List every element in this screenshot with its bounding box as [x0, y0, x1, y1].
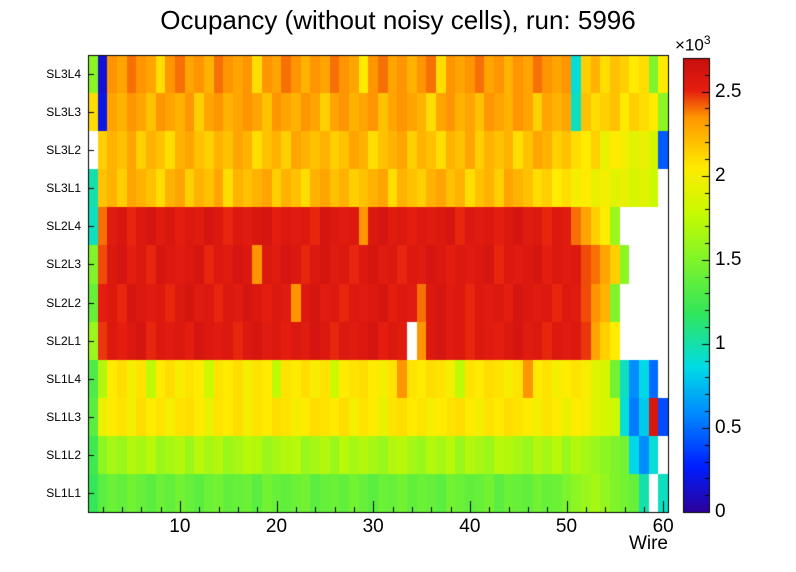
colorbar-exponent-label: ×103 [675, 33, 711, 55]
x-axis-tick-label: 30 [362, 516, 384, 537]
colorbar-tick-label: 2.5 [715, 80, 742, 102]
colorbar-tick-label: 1.5 [715, 248, 742, 270]
y-axis-row-label: SL2L4 [46, 219, 81, 234]
x-axis-tick-label: 40 [459, 516, 481, 537]
y-axis-row-label: SL2L3 [46, 257, 81, 272]
y-axis-row-label: SL1L3 [46, 409, 81, 424]
y-axis-row-label: SL3L2 [46, 143, 81, 158]
y-axis-row-label: SL3L1 [46, 181, 81, 196]
y-axis-row-label: SL1L2 [46, 447, 81, 462]
x-axis-title: Wire [628, 533, 668, 554]
colorbar-tick-label: 0 [715, 501, 726, 522]
x-axis-tick-label: 50 [555, 516, 578, 537]
y-axis-row-label: SL1L4 [46, 371, 81, 386]
chart-title: Ocupancy (without noisy cells), run: 599… [160, 5, 636, 35]
y-axis-row-label: SL3L4 [46, 67, 81, 82]
colorbar-tick-label: 1 [715, 332, 726, 354]
x-axis-tick-label: 60 [652, 516, 674, 537]
y-axis-row-label: SL1L1 [46, 485, 81, 500]
y-axis-row-label: SL2L1 [46, 333, 81, 348]
x-axis-tick-label: 20 [265, 516, 288, 537]
colorbar-tick-label: 0.5 [715, 416, 742, 438]
y-axis-row-label: SL3L3 [46, 105, 81, 120]
x-axis-tick-label: 10 [169, 516, 191, 537]
colorbar-tick-label: 2 [715, 164, 726, 186]
y-axis-row-label: SL2L2 [46, 295, 81, 310]
